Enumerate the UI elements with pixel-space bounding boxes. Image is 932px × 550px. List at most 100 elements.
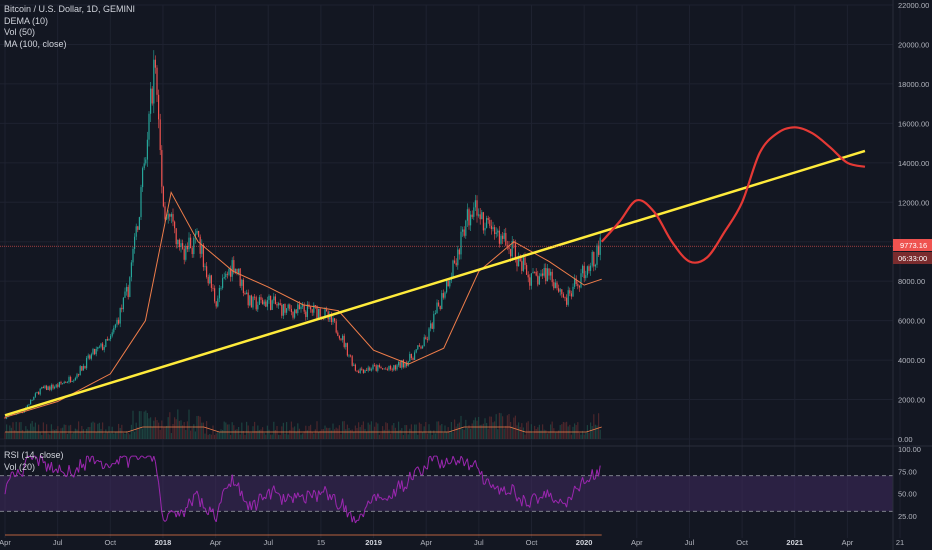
volume-bar: [62, 427, 64, 439]
volume-bar: [158, 422, 160, 439]
volume-bar: [164, 427, 166, 439]
volume-bar: [169, 412, 171, 439]
volume-bar: [10, 427, 12, 439]
rsi-line: [9, 472, 12, 480]
volume-bar: [143, 411, 145, 439]
candle-body: [476, 200, 478, 216]
rsi-line: [308, 491, 312, 496]
volume-bar: [401, 428, 403, 439]
volume-bar: [450, 422, 452, 439]
x-tick-label: Apr: [842, 538, 854, 547]
volume-bar: [474, 417, 476, 439]
volume-bar: [186, 421, 188, 439]
volume-bar: [543, 429, 545, 439]
volume-bar: [54, 430, 56, 439]
rsi-line: [78, 459, 81, 473]
candle-body: [30, 400, 32, 405]
rsi-line: [219, 502, 222, 505]
rsi-line: [513, 485, 516, 496]
rsi-line: [462, 458, 465, 467]
candle-body: [338, 335, 340, 339]
candle-body: [543, 268, 545, 276]
rsi-line: [73, 471, 76, 478]
volume-bar: [225, 422, 227, 439]
volume-bar: [36, 431, 38, 439]
volume-bar: [334, 429, 336, 439]
candle-body: [114, 324, 116, 328]
candle-body: [121, 307, 123, 310]
rsi-line: [534, 493, 537, 497]
y-tick-label: 16000.00: [898, 119, 929, 128]
volume-bar: [511, 426, 513, 439]
candle-body: [359, 368, 361, 373]
volume-bar: [487, 428, 489, 439]
rsi-line: [466, 458, 470, 471]
volume-bar: [314, 429, 316, 439]
rsi-line: [4, 484, 8, 495]
volume-bar: [284, 433, 286, 439]
volume-bar: [166, 426, 168, 439]
candle-body: [46, 385, 48, 390]
rsi-line: [12, 471, 16, 477]
volume-bar: [438, 421, 440, 439]
rsi-line: [207, 506, 211, 516]
price-badge-value: 9773.16: [900, 241, 927, 250]
volume-bar: [167, 417, 169, 439]
candle-body: [145, 159, 147, 164]
candle-body: [428, 328, 430, 340]
rsi-line: [23, 459, 27, 467]
symbol-title[interactable]: Bitcoin / U.S. Dollar, 1D, GEMINI: [4, 4, 136, 14]
candle-body: [210, 275, 212, 288]
volume-bar: [382, 426, 384, 439]
ma-label[interactable]: MA (100, close): [4, 38, 67, 49]
candle-body: [151, 88, 153, 104]
candle-body: [124, 291, 126, 298]
volume-bar: [134, 431, 136, 439]
candle-body: [222, 278, 224, 288]
rsi-line: [503, 486, 507, 495]
volume-bar: [396, 430, 398, 439]
candle-body: [551, 271, 553, 283]
candle-body: [505, 233, 507, 246]
volume-bar: [454, 419, 456, 439]
rsi-line: [46, 463, 49, 472]
dema-label[interactable]: DEMA (10): [4, 15, 49, 26]
candle-body: [278, 303, 280, 306]
volume-bar: [159, 429, 161, 439]
candle-body: [212, 287, 214, 289]
volume-bar: [518, 422, 520, 439]
x-tick-label: Apr: [210, 538, 222, 547]
volume-bar: [76, 429, 78, 439]
candle-body: [15, 414, 17, 415]
rsi-vol-label[interactable]: Vol (20): [4, 461, 36, 472]
volume-bar: [287, 434, 289, 439]
volume-bar: [302, 433, 304, 439]
rsi-line: [7, 478, 11, 482]
candle-body: [471, 214, 473, 217]
rsi-line: [366, 500, 369, 507]
vol-label[interactable]: Vol (50): [4, 27, 36, 37]
x-tick-label: 21: [896, 538, 904, 547]
candle-body: [134, 236, 136, 249]
rsi-label[interactable]: RSI (14, close): [4, 450, 64, 460]
candle-body: [150, 88, 152, 114]
rsi-line: [481, 471, 484, 485]
candle-body: [580, 273, 582, 288]
volume-bar: [17, 431, 19, 439]
volume-bar: [337, 428, 339, 439]
rsi-line: [6, 480, 9, 485]
rsi-line: [494, 487, 497, 490]
candle-body: [4, 417, 6, 419]
rsi-line: [14, 475, 17, 478]
candle-body: [430, 323, 432, 329]
volume-bar: [599, 429, 601, 439]
x-tick-label: Oct: [104, 538, 117, 547]
rsi-line: [460, 455, 464, 459]
candle-body: [220, 287, 222, 289]
volume-bar: [370, 421, 372, 439]
candle-body: [68, 377, 70, 383]
volume-bar: [183, 422, 185, 439]
rsi-line: [292, 493, 296, 504]
volume-bar: [534, 425, 536, 439]
